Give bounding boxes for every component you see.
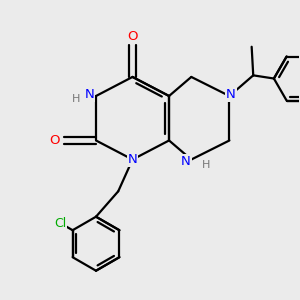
Text: O: O — [50, 134, 60, 147]
Text: N: N — [128, 153, 137, 166]
Text: O: O — [127, 30, 138, 43]
Text: N: N — [85, 88, 94, 101]
Text: H: H — [72, 94, 80, 104]
Text: N: N — [226, 88, 236, 101]
Text: Cl: Cl — [54, 217, 66, 230]
Text: N: N — [181, 154, 191, 168]
Text: H: H — [201, 160, 210, 170]
